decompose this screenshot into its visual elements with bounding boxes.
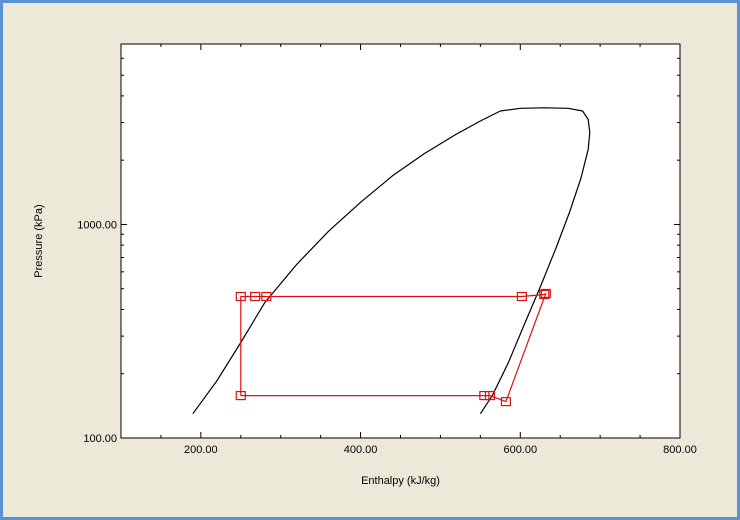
marker-layer (235, 288, 551, 407)
x-tick-label: 800.00 (663, 444, 697, 456)
y-tick-label: 1000.00 (77, 219, 117, 231)
state-point-marker (479, 390, 490, 401)
x-tick-label: 400.00 (344, 444, 378, 456)
state-point-marker (235, 291, 246, 302)
axis-ticks (120, 43, 681, 439)
x-tick-label: 600.00 (503, 444, 537, 456)
saturation-dome-line (192, 107, 591, 415)
plot-area (120, 43, 681, 439)
x-tick-labels: 200.00 400.00 600.00 800.00 (184, 444, 697, 456)
y-tick-labels: 100.00 1000.00 (77, 219, 117, 445)
state-point-marker (539, 289, 550, 300)
state-point-marker (250, 291, 261, 302)
state-point-marker (484, 390, 496, 401)
x-axis-title: Enthalpy (kJ/kg) (361, 475, 440, 487)
state-point-marker (235, 390, 246, 401)
state-point-marker (540, 288, 551, 299)
state-point-marker (500, 397, 512, 407)
state-point-marker (261, 291, 272, 302)
y-axis-title: Pressure (kPa) (33, 204, 45, 277)
state-point-marker (516, 291, 527, 302)
x-tick-label: 200.00 (184, 444, 218, 456)
y-tick-label: 100.00 (83, 433, 117, 445)
